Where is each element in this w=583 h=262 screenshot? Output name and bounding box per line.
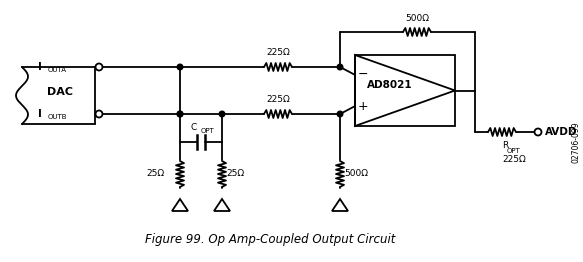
Circle shape — [535, 128, 542, 135]
Circle shape — [337, 111, 343, 117]
Text: OUTA: OUTA — [48, 67, 67, 73]
Text: 500Ω: 500Ω — [405, 14, 429, 23]
Text: AD8021: AD8021 — [367, 80, 413, 90]
Text: 25Ω: 25Ω — [226, 170, 244, 178]
Circle shape — [96, 63, 103, 70]
Text: I: I — [38, 109, 42, 119]
Text: 225Ω: 225Ω — [266, 95, 290, 104]
Text: R: R — [502, 141, 508, 150]
Text: OPT: OPT — [507, 148, 521, 154]
Text: 02706-099: 02706-099 — [571, 121, 581, 163]
Text: Figure 99. Op Amp-Coupled Output Circuit: Figure 99. Op Amp-Coupled Output Circuit — [145, 233, 395, 246]
Text: 25Ω: 25Ω — [146, 170, 164, 178]
Circle shape — [177, 111, 183, 117]
Text: 225Ω: 225Ω — [502, 155, 526, 164]
Text: −: − — [358, 68, 368, 81]
Text: C: C — [191, 123, 197, 132]
Text: DAC: DAC — [47, 87, 73, 97]
Circle shape — [96, 111, 103, 117]
Circle shape — [177, 111, 183, 117]
Text: +: + — [358, 100, 368, 113]
Text: AVDD: AVDD — [545, 127, 578, 137]
Text: 500Ω: 500Ω — [344, 170, 368, 178]
Text: I: I — [38, 62, 42, 72]
Text: 225Ω: 225Ω — [266, 48, 290, 57]
Circle shape — [219, 111, 225, 117]
Text: OUTB: OUTB — [48, 114, 68, 120]
Circle shape — [177, 64, 183, 70]
Circle shape — [337, 64, 343, 70]
Text: OPT: OPT — [201, 128, 215, 134]
